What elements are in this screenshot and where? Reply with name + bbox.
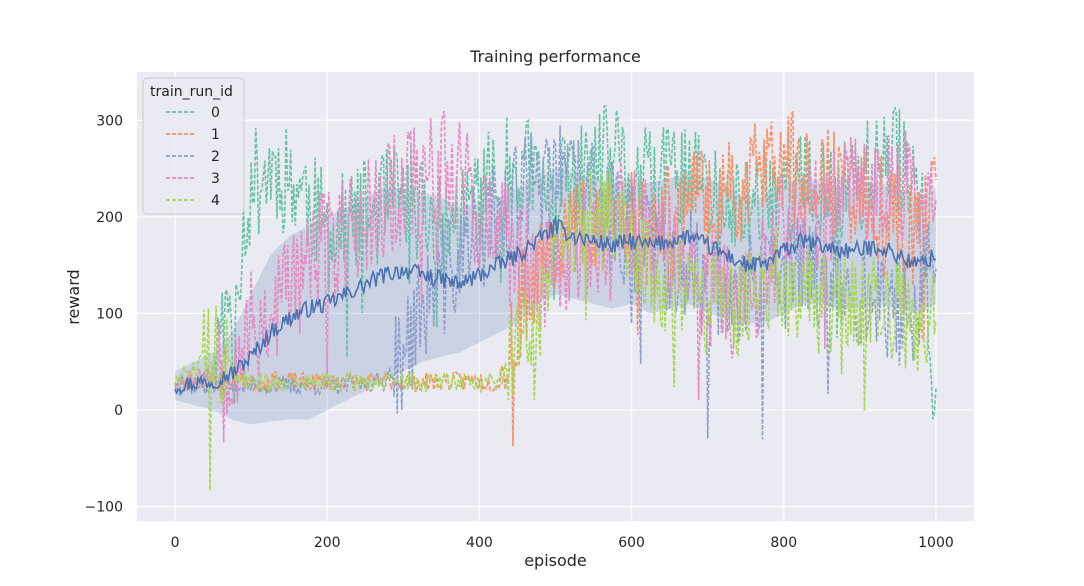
series-line-4 (174, 170, 937, 491)
mean-line (174, 215, 937, 395)
y-tick-label: 0 (114, 403, 123, 419)
y-tick-label: 300 (96, 113, 123, 129)
x-tick-label: 1000 (918, 535, 954, 551)
confidence-band-area (175, 168, 936, 425)
x-tick-label: 600 (618, 535, 645, 551)
x-tick-label: 400 (466, 535, 493, 551)
legend-label-0: 0 (211, 105, 220, 121)
legend-title: train_run_id (150, 84, 233, 100)
y-axis-ticks: −100 0 100 200 300 (85, 113, 123, 515)
series-line-2 (174, 125, 937, 440)
x-axis-ticks: 0 200 400 600 800 1000 (171, 535, 954, 551)
x-tick-label: 800 (770, 535, 797, 551)
confidence-band (175, 168, 936, 425)
x-axis-label: episode (524, 551, 587, 570)
legend-items: 0 1 2 3 4 (166, 105, 220, 209)
y-tick-label: 200 (96, 210, 123, 226)
legend-label-3: 3 (211, 171, 220, 187)
chart-title: Training performance (469, 47, 641, 66)
x-tick-label: 0 (171, 535, 180, 551)
series-lines (174, 104, 937, 491)
mean-line-path (174, 215, 937, 395)
legend-label-4: 4 (211, 193, 220, 209)
legend-label-1: 1 (211, 127, 220, 143)
y-tick-label: 100 (96, 306, 123, 322)
legend-label-2: 2 (211, 149, 220, 165)
legend: train_run_id 0 1 2 3 4 (142, 77, 245, 215)
series-line-1 (174, 111, 937, 447)
x-tick-label: 200 (314, 535, 341, 551)
series-line-3 (174, 110, 937, 443)
y-tick-label: −100 (85, 500, 123, 516)
y-axis-label: reward (64, 269, 83, 324)
